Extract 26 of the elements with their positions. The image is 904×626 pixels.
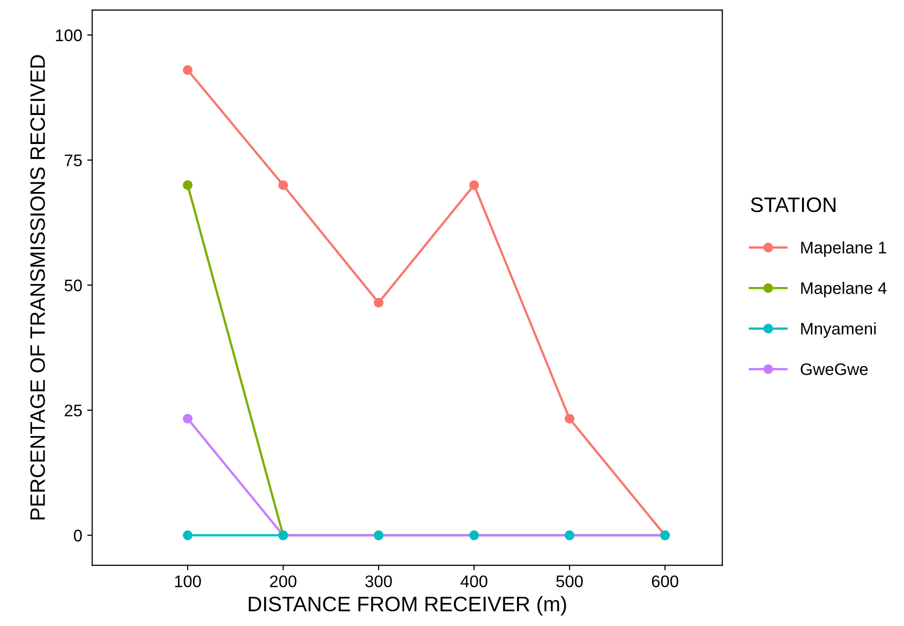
point: [182, 530, 193, 540]
point: [469, 180, 479, 190]
point: [564, 414, 574, 424]
point: [182, 180, 193, 190]
x-tick-label: 100: [175, 575, 201, 588]
x-tick-label: 200: [270, 575, 296, 588]
x-tick-label: 600: [652, 575, 678, 588]
x-axis-title: DISTANCE FROM RECEIVER (m): [248, 596, 566, 616]
y-tick-label: 50: [64, 280, 82, 292]
point: [182, 65, 193, 75]
point: [374, 298, 384, 308]
point: [182, 414, 193, 424]
y-tick-label: 75: [64, 154, 82, 166]
legend-title: STATION: [750, 197, 836, 212]
x-tick-label: 400: [460, 575, 488, 588]
legend-label: Mapelane 1: [801, 241, 886, 257]
x-tick-label: 300: [365, 575, 392, 588]
y-tick-label: 25: [64, 404, 82, 416]
point: [278, 180, 288, 190]
legend-label: Mnyameni: [801, 322, 876, 338]
y-tick-label: 100: [56, 29, 82, 42]
legend-label: Mapelane 4: [801, 282, 887, 298]
legend-label: GweGwe: [800, 363, 868, 376]
y-tick-label: 0: [74, 530, 82, 542]
y-axis-title: PERCENTAGE OF TRANSMISSIONS RECEIVED: [30, 55, 46, 520]
x-tick-label: 500: [556, 575, 583, 588]
